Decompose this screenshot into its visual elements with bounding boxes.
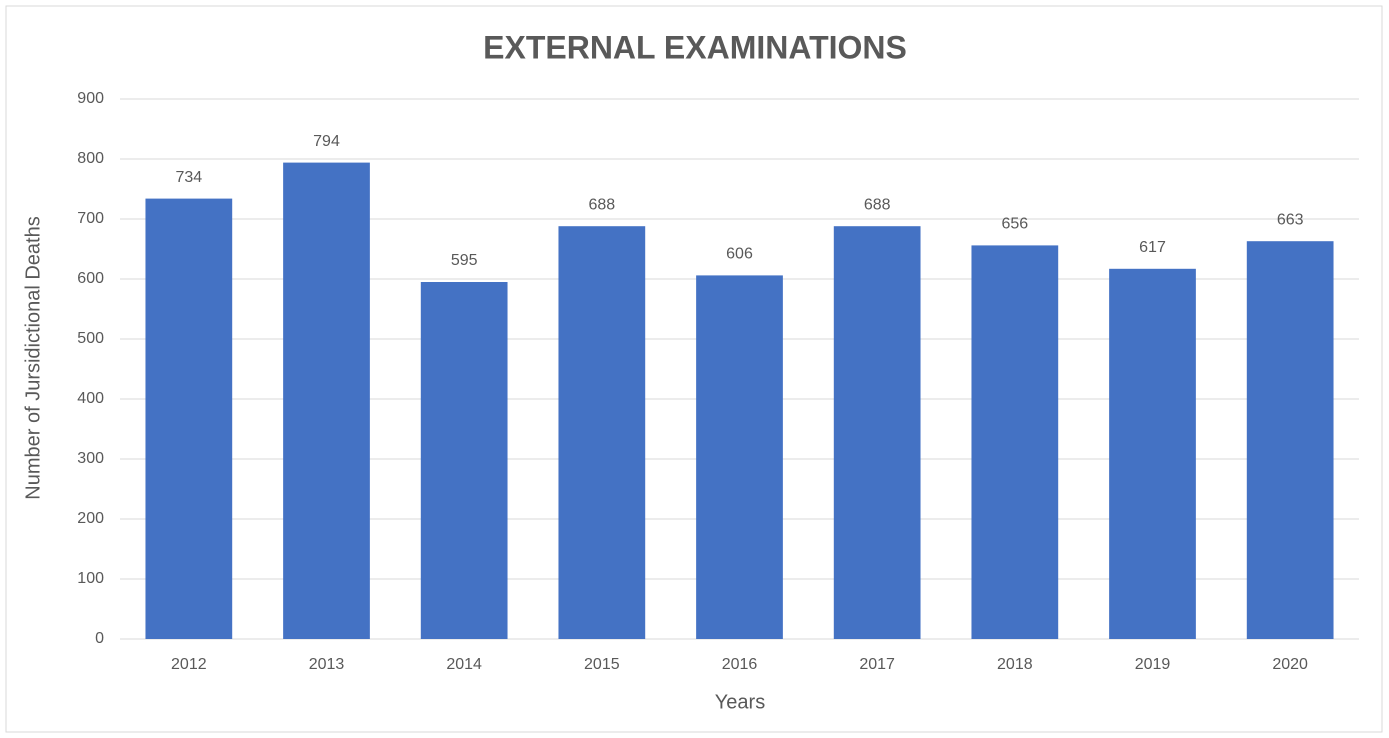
data-label: 734 xyxy=(175,169,202,186)
y-tick-label: 0 xyxy=(95,630,104,647)
y-tick-label: 800 xyxy=(77,150,104,167)
y-tick-label: 900 xyxy=(77,90,104,107)
bar xyxy=(283,162,370,639)
data-label: 606 xyxy=(726,246,753,263)
y-axis-title: Number of Jursidictional Deaths xyxy=(22,216,44,499)
data-label: 688 xyxy=(864,196,891,213)
data-label: 656 xyxy=(1001,216,1028,233)
data-label: 794 xyxy=(313,133,340,150)
y-tick-label: 700 xyxy=(77,210,104,227)
y-tick-label: 600 xyxy=(77,270,104,287)
bar xyxy=(696,275,783,639)
data-label: 663 xyxy=(1277,211,1304,228)
data-label: 688 xyxy=(588,196,615,213)
bar xyxy=(420,282,508,639)
y-tick-label: 200 xyxy=(77,510,104,527)
x-tick-label: 2019 xyxy=(1135,656,1171,673)
chart-title: EXTERNAL EXAMINATIONS xyxy=(483,29,907,65)
x-tick-label: 2018 xyxy=(997,656,1033,673)
x-tick-label: 2014 xyxy=(446,656,482,673)
x-axis-title: Years xyxy=(715,691,765,713)
x-tick-label: 2020 xyxy=(1272,656,1308,673)
data-label: 617 xyxy=(1139,239,1166,256)
bar xyxy=(1246,241,1334,639)
bar xyxy=(833,226,921,639)
y-tick-label: 300 xyxy=(77,450,104,467)
x-tick-label: 2012 xyxy=(171,656,207,673)
y-tick-label: 500 xyxy=(77,330,104,347)
x-tick-label: 2017 xyxy=(859,656,895,673)
bar xyxy=(1109,268,1196,639)
x-tick-label: 2016 xyxy=(722,656,758,673)
x-tick-label: 2013 xyxy=(309,656,345,673)
bar xyxy=(145,198,233,639)
bar xyxy=(971,245,1059,639)
bar xyxy=(558,226,646,639)
y-tick-label: 100 xyxy=(77,570,104,587)
data-label: 595 xyxy=(451,252,478,269)
x-tick-label: 2015 xyxy=(584,656,620,673)
y-tick-label: 400 xyxy=(77,390,104,407)
